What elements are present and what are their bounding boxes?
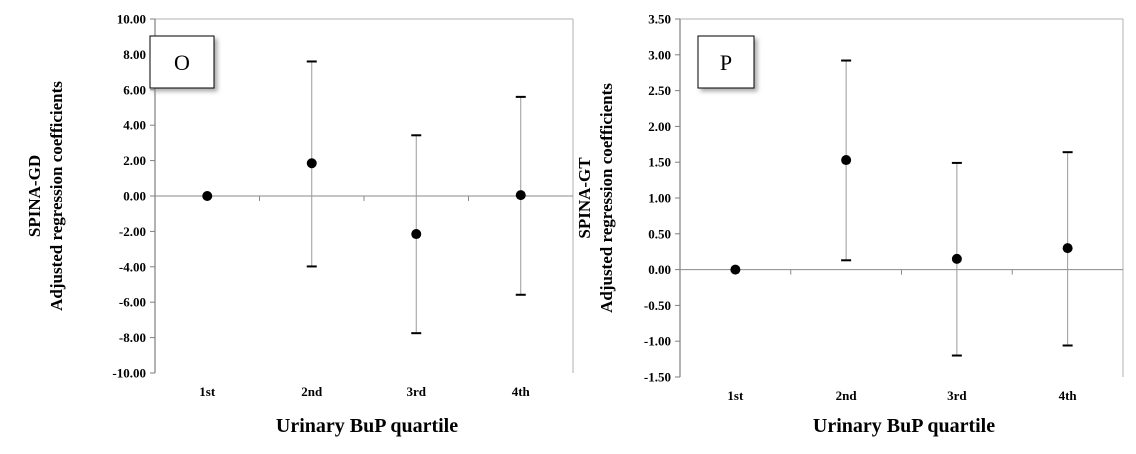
y-axis-title-line2: Adjusted regression coefficients — [47, 81, 66, 311]
data-point — [306, 158, 317, 169]
y-tick-label: -4.00 — [119, 259, 146, 274]
panel-p: -1.50 -1.00 -0.50 0.00 0.50 1.00 1.50 2.00 2.50 3… — [575, 12, 1124, 437]
panel-o: -10.00 -8.00 -6.00 -4.00 -2.00 0.00 2.00 4.00 6.… — [25, 12, 574, 437]
y-tick-label: -1.00 — [644, 334, 671, 349]
x-category-label: 2nd — [836, 388, 858, 403]
x-category-label: 2nd — [301, 384, 323, 399]
x-category-label: 4th — [1059, 388, 1078, 403]
y-tick-label: 3.50 — [648, 12, 671, 27]
panel-label-box — [697, 35, 755, 89]
data-point — [411, 229, 422, 240]
x-category-label: 3rd — [947, 388, 967, 403]
y-tick-label: 2.00 — [123, 153, 146, 168]
x-axis-title: Urinary BuP quartile — [813, 415, 995, 437]
y-tick-label: -0.50 — [644, 298, 671, 313]
y-tick-label: 0.50 — [648, 226, 671, 241]
y-tick-label: 10.00 — [117, 12, 146, 27]
y-tick-label: -6.00 — [119, 295, 146, 310]
panel-label: P — [720, 50, 732, 75]
y-axis-title-line1: SPINA-GD — [25, 155, 44, 237]
y-tick-label: 0.00 — [648, 262, 671, 277]
panel-label-box — [149, 35, 215, 89]
panel-label: O — [174, 50, 190, 75]
x-category-label: 1st — [199, 384, 216, 399]
data-point — [515, 190, 526, 201]
x-axis-title: Urinary BuP quartile — [276, 415, 458, 437]
x-category-label: 3rd — [407, 384, 427, 399]
y-axis-title-line2: Adjusted regression coefficients — [597, 83, 616, 313]
y-tick-label: 6.00 — [123, 82, 146, 97]
y-tick-label: 1.50 — [648, 155, 671, 170]
y-tick-label: -2.00 — [119, 224, 146, 239]
y-tick-label: -8.00 — [119, 330, 146, 345]
x-category-label: 4th — [512, 384, 531, 399]
y-tick-label: -10.00 — [112, 366, 146, 381]
y-tick-label: 0.00 — [123, 189, 146, 204]
y-tick-label: 4.00 — [123, 118, 146, 133]
y-tick-label: 3.00 — [648, 47, 671, 62]
y-tick-label: 8.00 — [123, 47, 146, 62]
data-point — [951, 253, 962, 264]
data-point — [1062, 243, 1073, 254]
x-category-label: 1st — [727, 388, 744, 403]
data-point — [730, 264, 741, 275]
y-tick-label: 1.00 — [648, 191, 671, 206]
y-tick-label: -1.50 — [644, 370, 671, 385]
y-axis-title-line1: SPINA-GT — [575, 157, 594, 239]
data-point — [841, 155, 852, 166]
y-tick-label: 2.50 — [648, 83, 671, 98]
data-point — [202, 191, 213, 201]
y-tick-label: 2.00 — [648, 119, 671, 134]
